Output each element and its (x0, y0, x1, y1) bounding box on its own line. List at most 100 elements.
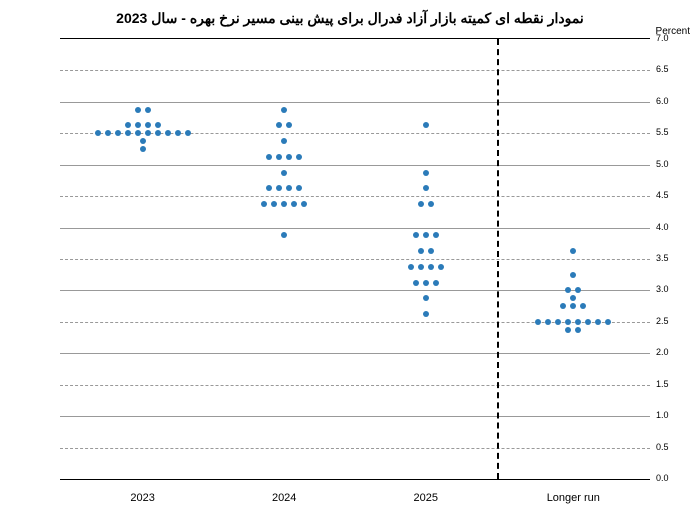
data-dot (145, 130, 151, 136)
data-dot (281, 232, 287, 238)
y-tick-label: 6.0 (656, 96, 669, 106)
data-dot (423, 280, 429, 286)
data-dot (125, 122, 131, 128)
gridline (60, 228, 650, 229)
data-dot (155, 130, 161, 136)
gridline (60, 290, 650, 291)
y-tick-label: 1.5 (656, 379, 669, 389)
data-dot (281, 170, 287, 176)
data-dot (605, 319, 611, 325)
data-dot (140, 146, 146, 152)
data-dot (570, 303, 576, 309)
data-dot (115, 130, 121, 136)
gridline (60, 353, 650, 354)
y-tick-label: 1.0 (656, 410, 669, 420)
data-dot (286, 122, 292, 128)
chart-title: نمودار نقطه ای کمیته بازار آزاد فدرال بر… (10, 10, 690, 27)
gridline (60, 416, 650, 417)
data-dot (271, 201, 277, 207)
y-tick-label: 4.0 (656, 222, 669, 232)
data-dot (281, 107, 287, 113)
data-dot (423, 311, 429, 317)
data-dot (595, 319, 601, 325)
data-dot (135, 130, 141, 136)
data-dot (95, 130, 101, 136)
data-dot (575, 319, 581, 325)
y-tick-label: 0.0 (656, 473, 669, 483)
data-dot (286, 154, 292, 160)
data-dot (418, 264, 424, 270)
data-dot (165, 130, 171, 136)
data-dot (135, 107, 141, 113)
data-dot (428, 264, 434, 270)
y-tick-label: 5.5 (656, 127, 669, 137)
data-dot (286, 185, 292, 191)
data-dot (413, 280, 419, 286)
gridline (60, 448, 650, 449)
data-dot (185, 130, 191, 136)
y-tick-label: 5.0 (656, 159, 669, 169)
data-dot (423, 232, 429, 238)
y-tick-label: 6.5 (656, 64, 669, 74)
data-dot (433, 232, 439, 238)
data-dot (575, 287, 581, 293)
data-dot (413, 232, 419, 238)
x-axis-label: 2023 (130, 492, 154, 504)
data-dot (155, 122, 161, 128)
gridline (60, 385, 650, 386)
data-dot (565, 287, 571, 293)
data-dot (428, 201, 434, 207)
data-dot (145, 122, 151, 128)
data-dot (565, 327, 571, 333)
data-dot (291, 201, 297, 207)
data-dot (545, 319, 551, 325)
data-dot (423, 295, 429, 301)
data-dot (140, 138, 146, 144)
y-tick-label: 4.5 (656, 190, 669, 200)
data-dot (105, 130, 111, 136)
data-dot (575, 327, 581, 333)
data-dot (296, 154, 302, 160)
data-dot (261, 201, 267, 207)
y-tick-label: 2.5 (656, 316, 669, 326)
data-dot (276, 122, 282, 128)
gridline (60, 165, 650, 166)
data-dot (276, 185, 282, 191)
data-dot (125, 130, 131, 136)
y-tick-label: 3.5 (656, 253, 669, 263)
dot-plot-chart: نمودار نقطه ای کمیته بازار آزاد فدرال بر… (10, 10, 690, 510)
x-axis-label: Longer run (547, 492, 600, 504)
data-dot (281, 201, 287, 207)
data-dot (418, 201, 424, 207)
data-dot (433, 280, 439, 286)
y-tick-label: 2.0 (656, 347, 669, 357)
data-dot (535, 319, 541, 325)
data-dot (580, 303, 586, 309)
data-dot (555, 319, 561, 325)
data-dot (560, 303, 566, 309)
data-dot (423, 170, 429, 176)
y-tick-label: 7.0 (656, 33, 669, 43)
data-dot (423, 185, 429, 191)
data-dot (175, 130, 181, 136)
gridline (60, 102, 650, 103)
data-dot (428, 248, 434, 254)
x-axis-label: 2024 (272, 492, 296, 504)
gridline (60, 259, 650, 260)
y-tick-label: 0.5 (656, 442, 669, 452)
x-axis-label: 2025 (414, 492, 438, 504)
data-dot (145, 107, 151, 113)
plot-area (60, 38, 650, 480)
data-dot (266, 154, 272, 160)
data-dot (281, 138, 287, 144)
data-dot (135, 122, 141, 128)
data-dot (266, 185, 272, 191)
gridline (60, 322, 650, 323)
data-dot (570, 248, 576, 254)
data-dot (438, 264, 444, 270)
data-dot (565, 319, 571, 325)
vertical-divider (497, 39, 499, 479)
gridline (60, 70, 650, 71)
data-dot (423, 122, 429, 128)
y-tick-label: 3.0 (656, 284, 669, 294)
